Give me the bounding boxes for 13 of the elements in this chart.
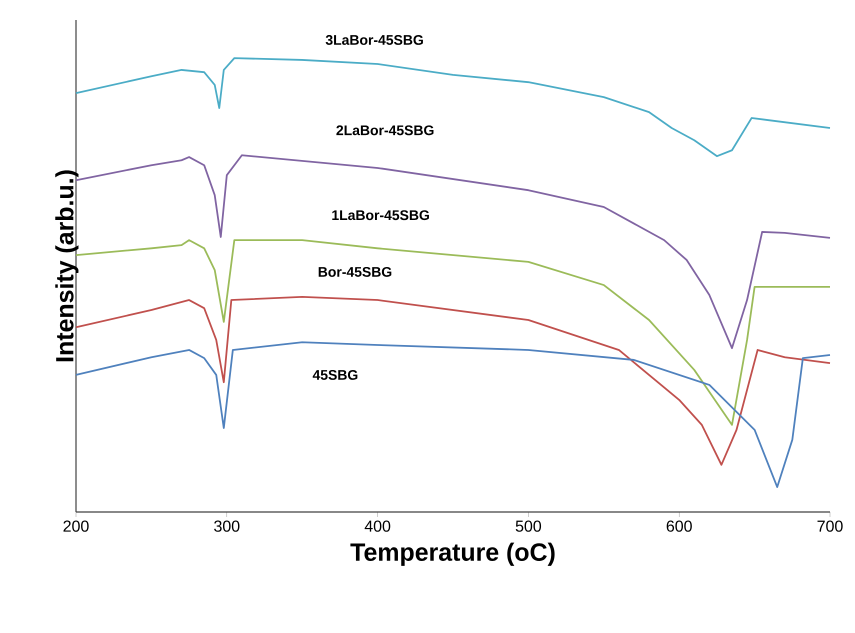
x-tick-label: 200 [64, 520, 89, 532]
x-tick-label: 600 [666, 520, 692, 532]
x-tick-label: 700 [818, 520, 843, 532]
y-axis-title: Intensity (arb.u.) [55, 170, 78, 362]
x-axis-title: Temperature (oC) [350, 542, 555, 566]
text: 2LaBor-45SBG [336, 125, 434, 136]
series-label: 3LaBor-45SBG [326, 35, 423, 45]
x-tick-label: 400 [364, 520, 390, 532]
series-label: 45SBG [312, 370, 358, 380]
series-label: 1LaBor-45SBG [332, 210, 429, 220]
series-label: Bor-45SBG [318, 266, 392, 277]
x-tick-label: 500 [516, 520, 542, 532]
x-tick-label: 300 [214, 520, 240, 532]
